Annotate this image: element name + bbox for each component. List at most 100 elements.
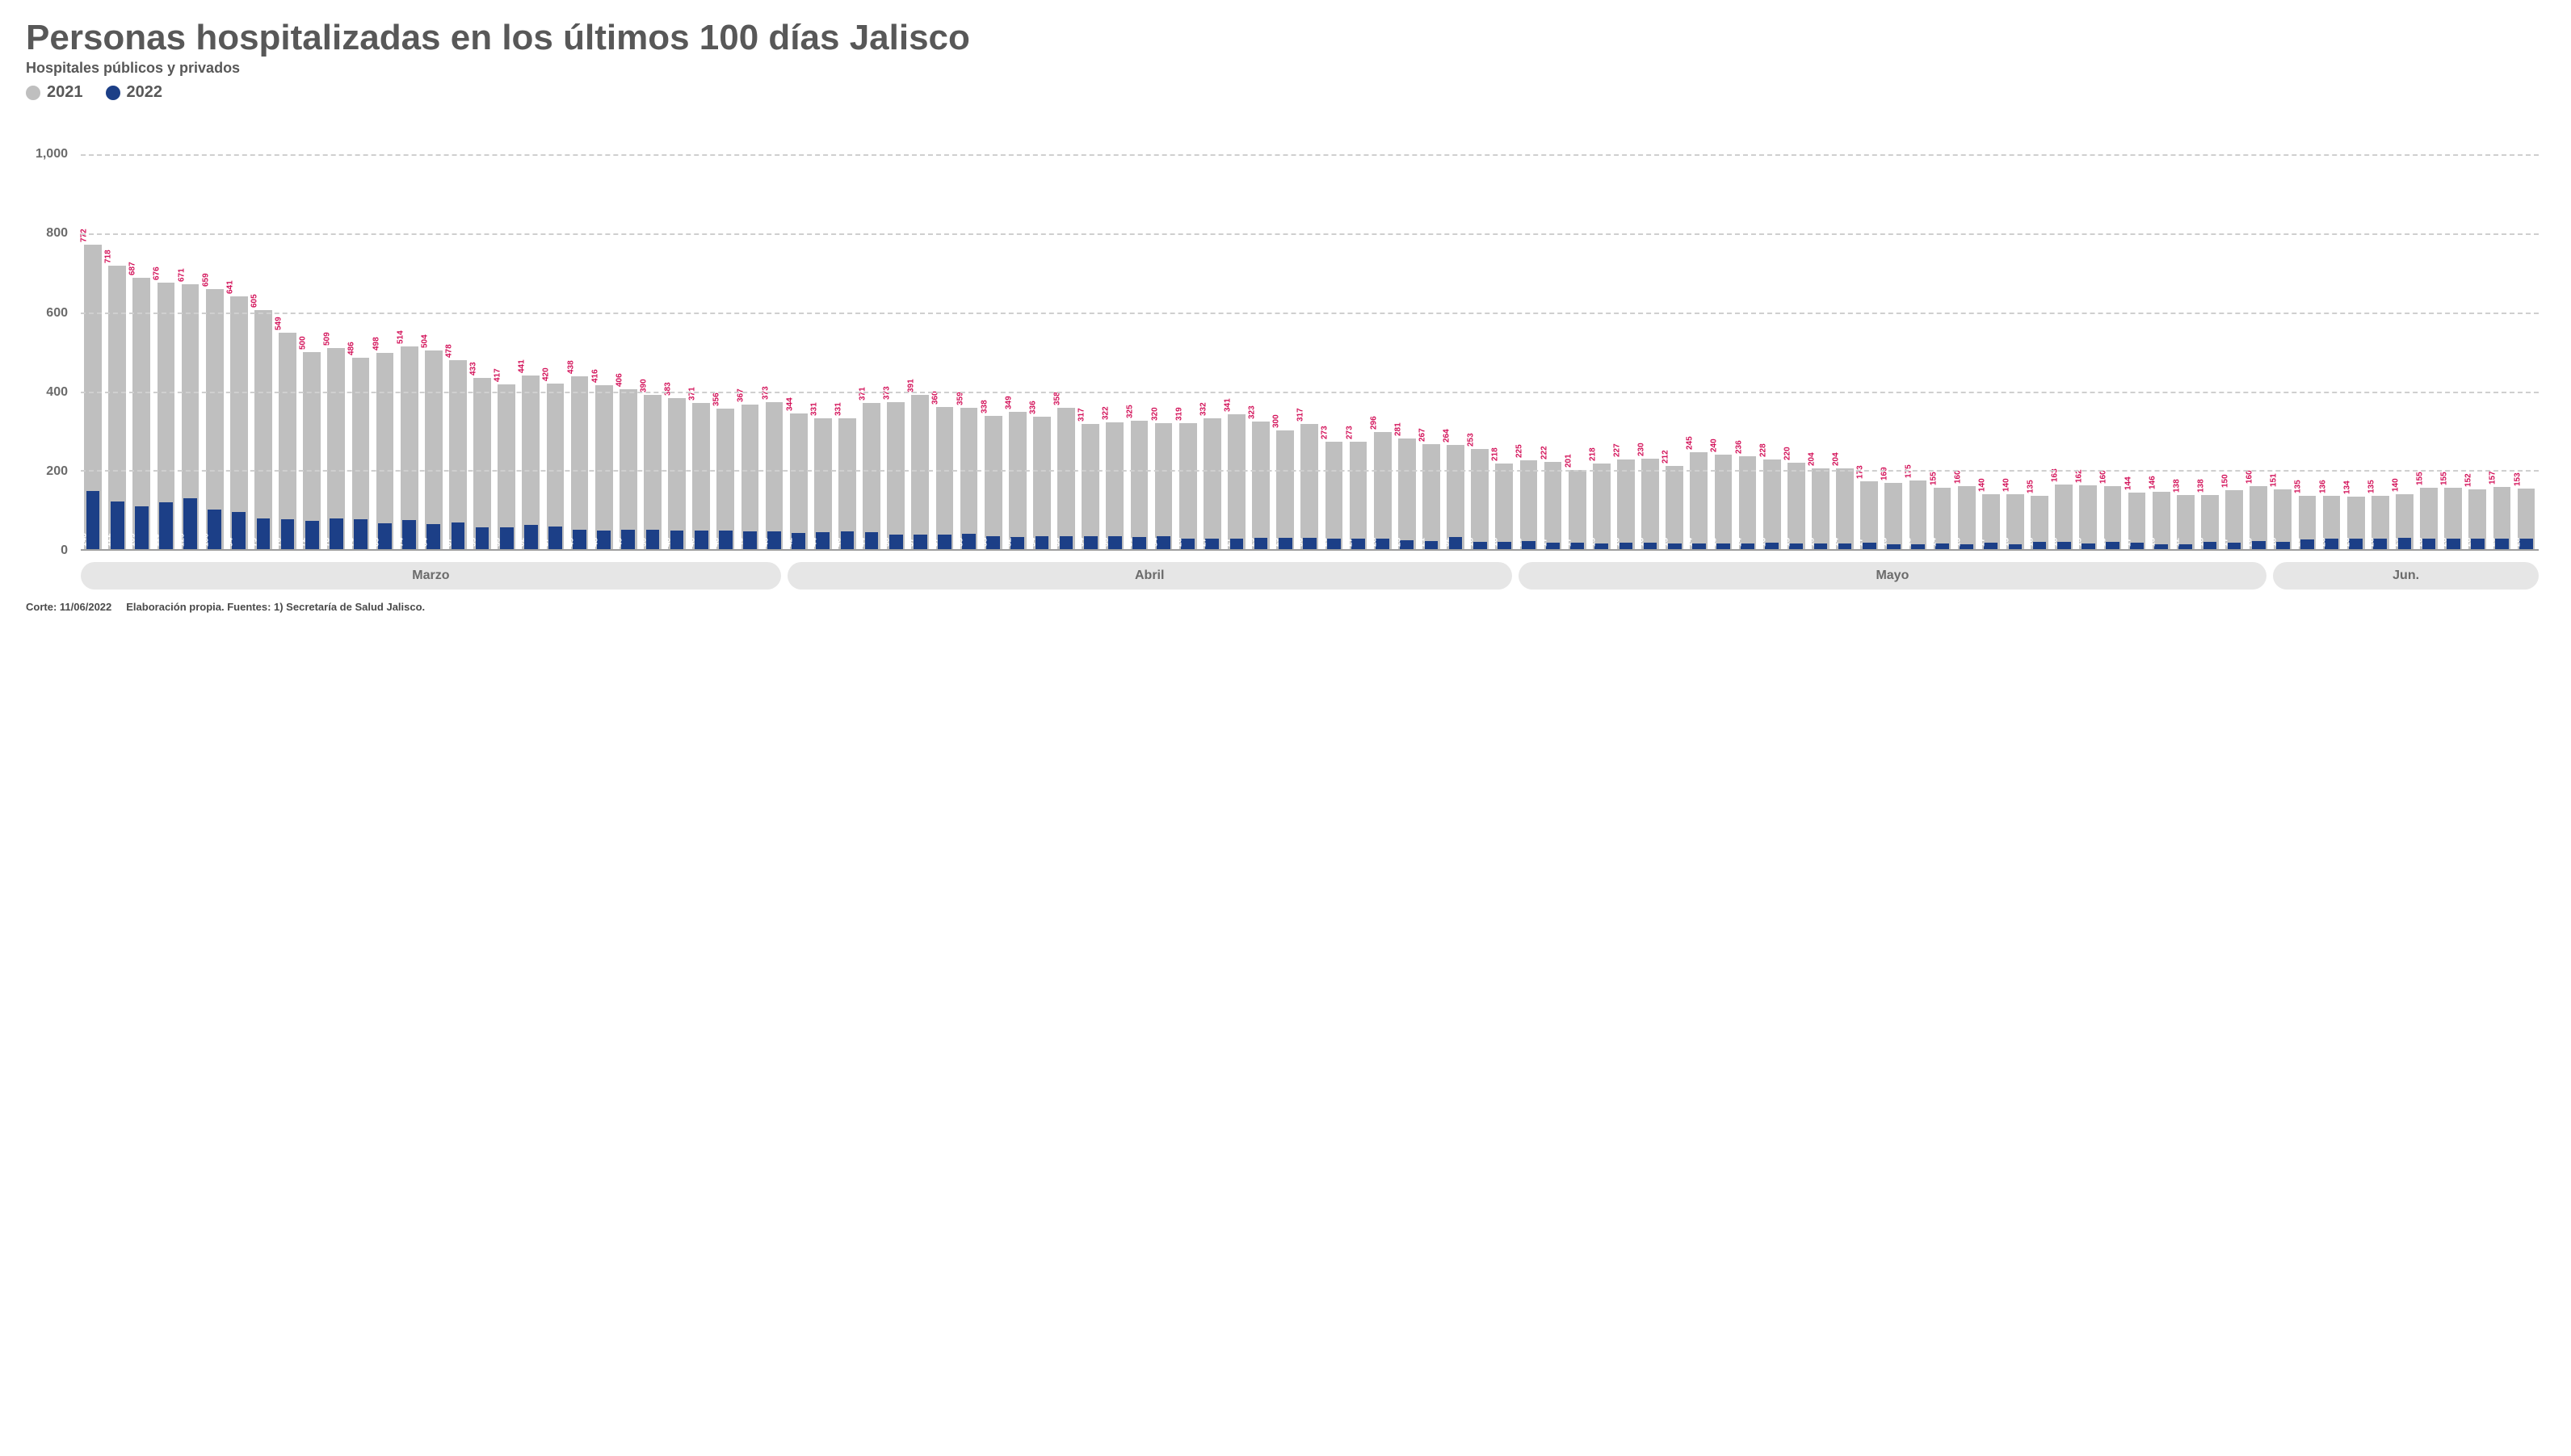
bar-slot: 13518 (2027, 115, 2052, 549)
bar-slot: 671129 (179, 115, 203, 549)
legend-label: 2022 (127, 83, 163, 102)
bar-slot: 21815 (1590, 115, 1614, 549)
bar-2022-label: 25 (2294, 538, 2303, 547)
bar-slot: 37144 (859, 115, 884, 549)
bar-slot: 26432 (1443, 115, 1468, 549)
bar-2022 (1716, 543, 1730, 549)
bar-2022-label: 28 (1369, 538, 1378, 547)
bar-2021 (911, 395, 929, 549)
bar-2021 (1593, 464, 1611, 550)
bar-2022-label: 55 (469, 538, 478, 547)
bar-2022-label: 14 (1734, 538, 1743, 547)
footer: Corte: 11/06/2022 Elaboración propia. Fu… (26, 601, 2545, 613)
bar-2021 (1617, 459, 1635, 549)
bar-2021 (960, 408, 978, 550)
bar-slot: 13818 (2198, 115, 2222, 549)
bar-2022-label: 38 (883, 538, 892, 547)
bar-2021 (401, 346, 418, 549)
bar-2021 (1179, 423, 1197, 549)
bar-slot: 718122 (105, 115, 129, 549)
bar-2021-label: 319 (1174, 407, 1183, 421)
bar-2022-label: 64 (420, 538, 429, 547)
bar-2021 (887, 402, 905, 549)
bar-slot: 14613 (2149, 115, 2174, 549)
bar-2021-label: 160 (2245, 470, 2254, 484)
bar-2021 (814, 418, 832, 549)
bar-slot: 33227 (1200, 115, 1225, 549)
bar-slot: 42057 (543, 115, 567, 549)
bar-2021-label: 500 (299, 336, 308, 350)
bar-2022-label: 65 (372, 538, 380, 547)
bar-2022 (2495, 539, 2509, 550)
bar-slot: 32329 (1249, 115, 1273, 549)
bar-2021 (1422, 444, 1440, 550)
bar-2021-label: 416 (590, 369, 599, 383)
bar-slot: 17317 (1857, 115, 1881, 549)
bar-2021 (1715, 455, 1733, 549)
month-axis: MarzoAbrilMayoJun. (81, 562, 2539, 590)
bar-slot: 33144 (811, 115, 835, 549)
bar-2022-label: 26 (2342, 538, 2351, 547)
bar-slot: 37346 (762, 115, 787, 549)
bar-2022-label: 76 (275, 538, 284, 547)
bar-2021 (498, 384, 515, 549)
corte-label: Corte: (26, 601, 57, 613)
gridline (81, 392, 2539, 393)
bar-slot: 54976 (275, 115, 300, 549)
page-subtitle: Hospitales públicos y privados (26, 60, 2545, 77)
bar-2021-label: 220 (1783, 447, 1792, 460)
bar-2022-label: 37 (907, 538, 916, 547)
bar-2021 (303, 352, 321, 550)
bar-2021 (1009, 412, 1027, 550)
bar-2022-label: 15 (1588, 538, 1597, 547)
bar-2021 (1763, 459, 1781, 550)
bar-2021-label: 438 (566, 360, 575, 374)
bar-slot: 43355 (470, 115, 494, 549)
legend-item: 2021 (26, 83, 83, 102)
bar-2021-label: 169 (1880, 467, 1889, 480)
bar-slot: 22716 (1614, 115, 1638, 549)
gridline (81, 470, 2539, 472)
bar-2021 (766, 402, 783, 549)
bar-2021-label: 338 (980, 400, 989, 413)
bar-2022-label: 94 (225, 538, 234, 547)
bar-2022 (1132, 537, 1146, 549)
bar-2022-label: 49 (615, 538, 624, 547)
bar-2021 (254, 310, 272, 549)
bar-2022 (1911, 544, 1925, 549)
bar-2021 (1033, 417, 1051, 549)
bar-slot: 50072 (300, 115, 324, 549)
bar-2022 (938, 535, 952, 549)
bar-2021-label: 676 (153, 266, 162, 280)
bar-2022-label: 16 (1612, 538, 1621, 547)
bar-2021-label: 153 (2513, 473, 2522, 487)
bar-2021-label: 344 (785, 397, 794, 411)
bar-slot: 15017 (2222, 115, 2246, 549)
bar-slot: 22816 (1760, 115, 1784, 549)
bar-2021-label: 135 (2294, 480, 2303, 493)
bar-2021-label: 332 (1199, 402, 1208, 416)
bar-slot: 33833 (981, 115, 1006, 549)
bar-2021 (936, 407, 954, 549)
bar-2022-label: 14 (1686, 538, 1695, 547)
bar-2021-label: 157 (2489, 472, 2497, 485)
bar-slot: 35939 (957, 115, 981, 549)
bar-slot: 37338 (884, 115, 908, 549)
corte: Corte: 11/06/2022 (26, 601, 111, 613)
bar-2022-label: 32 (1004, 538, 1013, 547)
bar-2021 (1252, 422, 1270, 549)
bar-2021 (1666, 466, 1683, 550)
bar-2021-label: 605 (250, 295, 258, 308)
bar-slot: 15728 (2489, 115, 2514, 549)
bar-slot: 15514 (1930, 115, 1955, 549)
bar-2021-label: 135 (2367, 480, 2376, 493)
bar-2022-label: 27 (1223, 538, 1232, 547)
bar-slot: 17513 (1905, 115, 1930, 549)
bar-slot: 29628 (1371, 115, 1395, 549)
bar-2021-label: 155 (1929, 472, 1938, 486)
bar-2022 (548, 527, 562, 549)
bar-2021 (1398, 438, 1416, 549)
bar-2021-label: 514 (396, 330, 405, 344)
bar-2021-label: 273 (1321, 426, 1330, 439)
bar-2021 (1447, 445, 1464, 549)
